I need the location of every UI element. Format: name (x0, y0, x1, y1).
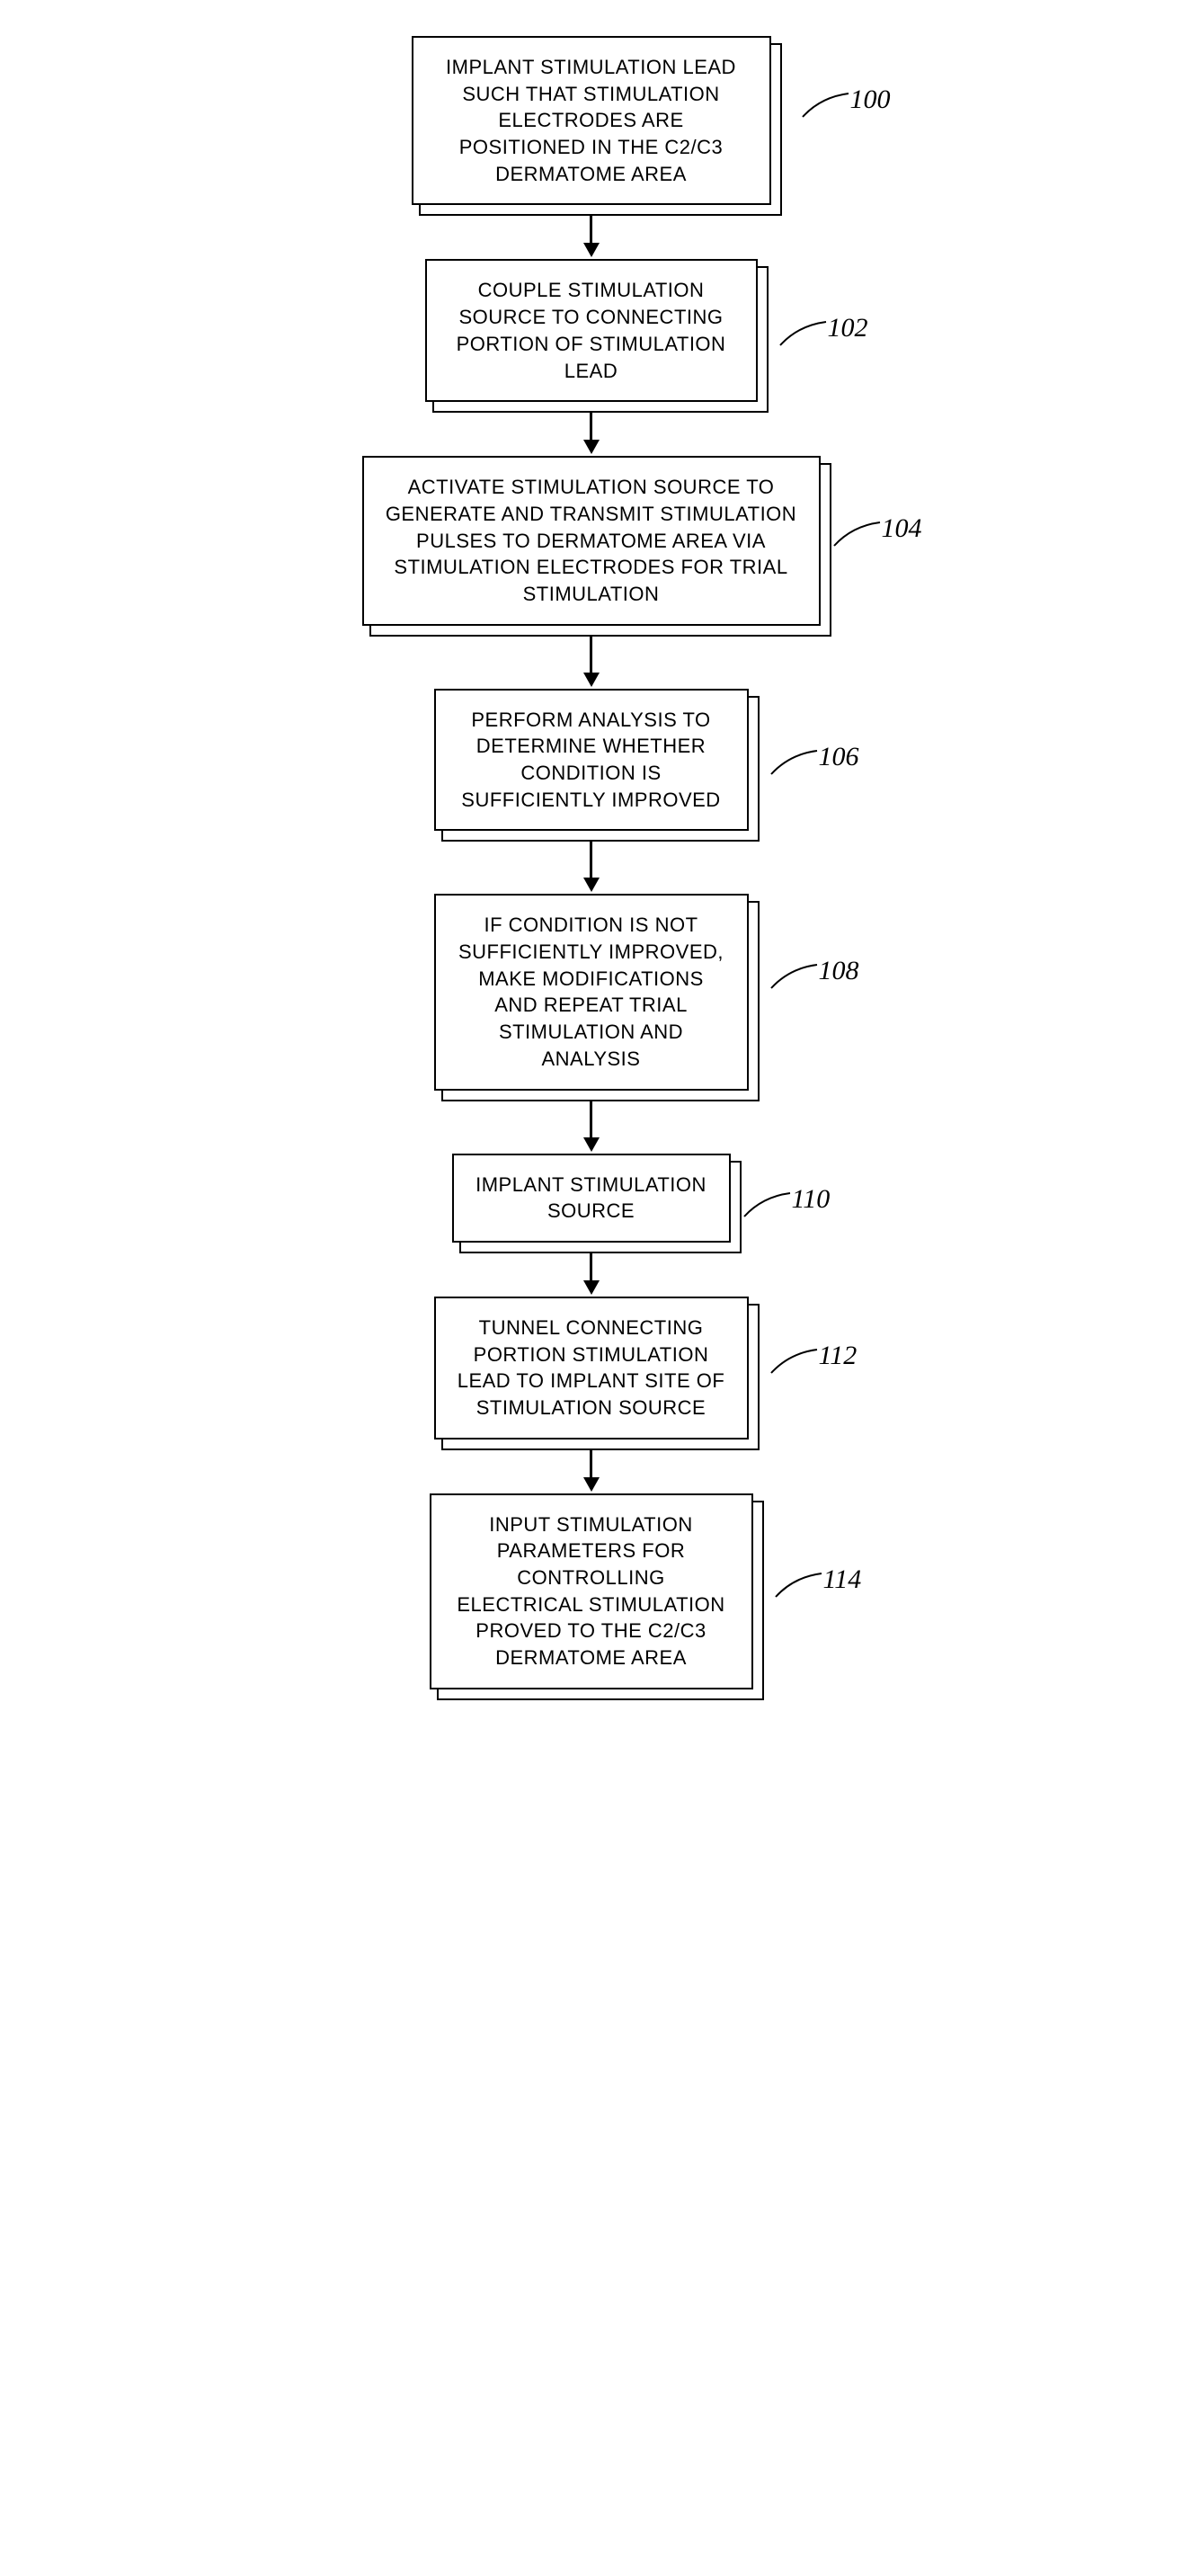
box-wrap: IMPLANT STIMULATION LEAD SUCH THAT STIMU… (412, 36, 771, 205)
step-label: 112 (819, 1341, 858, 1371)
box-wrap: TUNNEL CONNECTING PORTION STIMULATION LE… (434, 1297, 749, 1440)
flowchart-box: ACTIVATE STIMULATION SOURCE TO GENERATE … (362, 456, 821, 625)
box-wrap: IF CONDITION IS NOT SUFFICIENTLY IMPROVE… (434, 894, 749, 1090)
flowchart-box: PERFORM ANALYSIS TO DETERMINE WHETHER CO… (434, 689, 749, 832)
arrow-head-icon (583, 673, 600, 687)
step-label: 108 (819, 956, 859, 986)
flowchart-box: IMPLANT STIMULATION LEAD SUCH THAT STIMU… (412, 36, 771, 205)
step-label: 114 (823, 1564, 862, 1595)
arrow-head-icon (583, 1137, 600, 1152)
arrow-head-icon (583, 1477, 600, 1492)
flowchart-container: IMPLANT STIMULATION LEAD SUCH THAT STIMU… (277, 36, 906, 1689)
flowchart-step: PERFORM ANALYSIS TO DETERMINE WHETHER CO… (277, 689, 906, 832)
arrow-head-icon (583, 1280, 600, 1295)
arrow-head-icon (583, 440, 600, 454)
step-label: 104 (882, 513, 922, 544)
flowchart-step: IF CONDITION IS NOT SUFFICIENTLY IMPROVE… (277, 894, 906, 1090)
flowchart-step: COUPLE STIMULATION SOURCE TO CONNECTING … (277, 259, 906, 402)
box-wrap: PERFORM ANALYSIS TO DETERMINE WHETHER CO… (434, 689, 749, 832)
arrow-head-icon (583, 878, 600, 892)
box-wrap: ACTIVATE STIMULATION SOURCE TO GENERATE … (362, 456, 821, 625)
step-label: 106 (819, 742, 859, 772)
step-label: 100 (850, 85, 891, 115)
box-wrap: INPUT STIMULATION PARAMETERS FOR CONTROL… (430, 1493, 753, 1689)
flowchart-step: INPUT STIMULATION PARAMETERS FOR CONTROL… (277, 1493, 906, 1689)
arrow-head-icon (583, 243, 600, 257)
flowchart-box: INPUT STIMULATION PARAMETERS FOR CONTROL… (430, 1493, 753, 1689)
step-label: 102 (828, 313, 868, 343)
box-wrap: IMPLANT STIMULATION SOURCE110 (452, 1154, 731, 1243)
step-label: 110 (792, 1184, 831, 1215)
flowchart-box: COUPLE STIMULATION SOURCE TO CONNECTING … (425, 259, 758, 402)
flowchart-box: IF CONDITION IS NOT SUFFICIENTLY IMPROVE… (434, 894, 749, 1090)
box-wrap: COUPLE STIMULATION SOURCE TO CONNECTING … (425, 259, 758, 402)
flowchart-box: TUNNEL CONNECTING PORTION STIMULATION LE… (434, 1297, 749, 1440)
flowchart-box: IMPLANT STIMULATION SOURCE (452, 1154, 731, 1243)
flowchart-step: IMPLANT STIMULATION SOURCE 110 (277, 1154, 906, 1243)
flowchart-step: IMPLANT STIMULATION LEAD SUCH THAT STIMU… (277, 36, 906, 205)
flowchart-step: TUNNEL CONNECTING PORTION STIMULATION LE… (277, 1297, 906, 1440)
flowchart-step: ACTIVATE STIMULATION SOURCE TO GENERATE … (277, 456, 906, 625)
